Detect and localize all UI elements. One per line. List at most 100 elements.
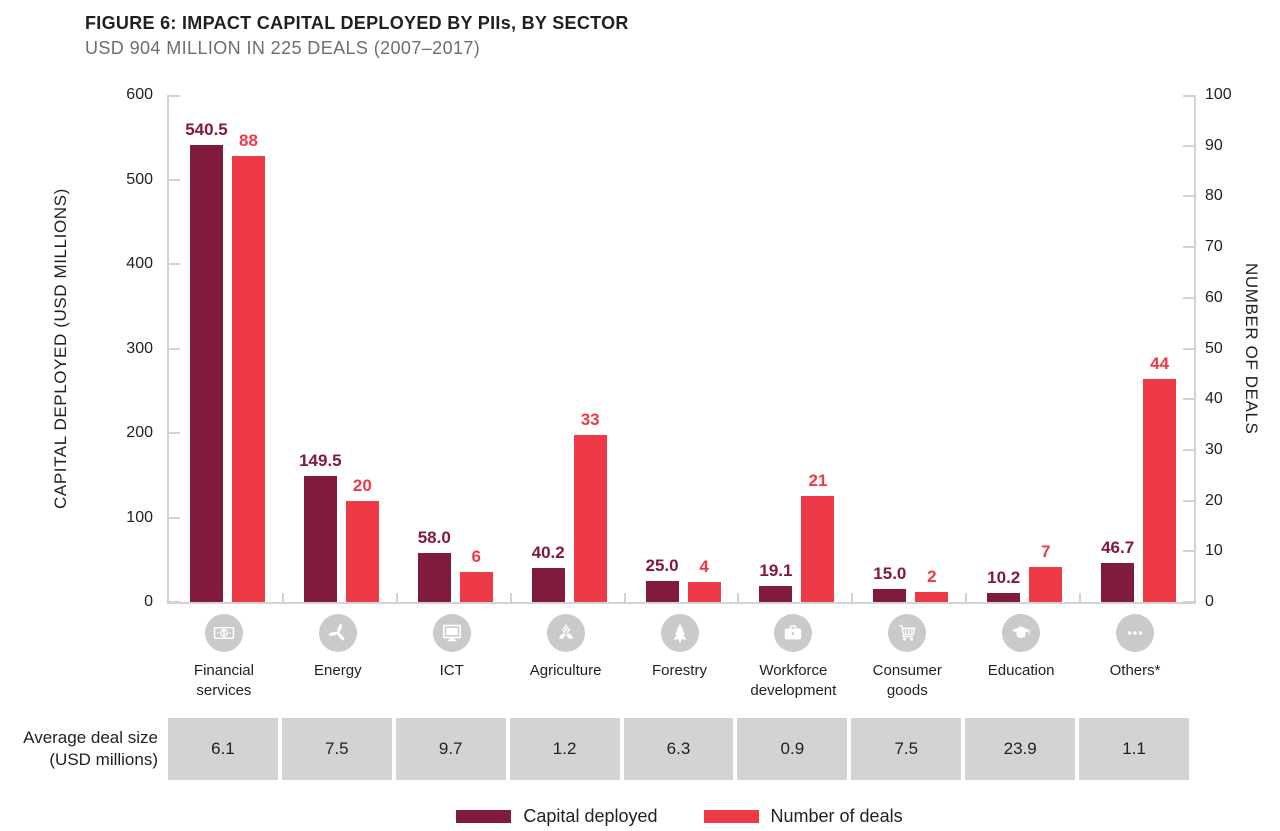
- deals-value-label: 4: [699, 556, 709, 576]
- right-axis-tick-label: 10: [1205, 542, 1223, 560]
- right-axis-tick-label: 20: [1205, 491, 1223, 509]
- left-axis-tick-label: 200: [126, 424, 153, 441]
- left-axis-tick: [169, 178, 180, 181]
- category-label: Financial services: [193, 662, 254, 699]
- avg-deal-cell: 1.1: [1079, 718, 1189, 780]
- legend-item-capital: Capital deployed: [456, 805, 658, 827]
- right-axis-tick: [1183, 347, 1194, 350]
- avg-deal-cell: 6.3: [623, 718, 734, 780]
- category-label: Workforce development: [750, 662, 837, 699]
- capital-bar: [303, 475, 337, 602]
- briefcase-icon: [774, 614, 813, 652]
- category-boundary-tick: [851, 593, 854, 602]
- deals-bar: [1143, 378, 1177, 602]
- left-axis-tick: [169, 601, 180, 603]
- avg-deal-cell: 23.9: [965, 718, 1076, 780]
- corn-icon: [546, 614, 585, 652]
- avg-deal-cell: 9.7: [395, 718, 506, 780]
- category-boundary-tick: [623, 593, 626, 602]
- right-axis-tick: [1183, 95, 1194, 97]
- category-label: ICT: [439, 662, 464, 679]
- capital-bar: [417, 553, 451, 602]
- capital-bar: [1101, 562, 1135, 602]
- category-boundary-tick: [509, 593, 512, 602]
- deals-bar: [1029, 566, 1063, 602]
- right-axis-tick: [1183, 398, 1194, 401]
- right-axis-tick: [1183, 144, 1194, 147]
- category-boundary-tick: [281, 593, 284, 602]
- category-label: Energy: [314, 662, 362, 679]
- capital-bar: [987, 593, 1021, 602]
- deals-bar: [345, 500, 379, 602]
- deals-value-label: 6: [471, 546, 481, 566]
- left-axis-tick-label: 600: [126, 86, 153, 103]
- avg-deal-row-label-line1: Average deal size: [23, 728, 158, 747]
- deals-value-label: 2: [927, 566, 937, 586]
- capital-value-label: 46.7: [1101, 537, 1135, 557]
- avg-deal-cells-row: 6.1 7.5 9.7 1.2 6.3 0.9 7.5 23.9 1.1: [167, 718, 1192, 780]
- left-axis-title: CAPITAL DEPLOYED (USD MILLIONS): [51, 188, 70, 509]
- ellipsis-icon: [1116, 614, 1155, 652]
- category-icons-row: $: [167, 614, 1192, 654]
- legend-label-capital: Capital deployed: [523, 805, 658, 826]
- capital-bar: [190, 145, 223, 602]
- capital-bar: [645, 580, 679, 602]
- deals-value-label: 20: [352, 475, 372, 495]
- graduation-cap-icon: [1002, 614, 1041, 652]
- left-axis-tick: [169, 516, 180, 519]
- right-axis-tick-label: 90: [1205, 136, 1223, 154]
- capital-value-label: 10.2: [987, 568, 1021, 588]
- category-label: Agriculture: [529, 662, 602, 679]
- shopping-cart-icon: [888, 614, 927, 652]
- figure-title: FIGURE 6: IMPACT CAPITAL DEPLOYED BY PII…: [85, 13, 629, 33]
- capital-value-label: 149.5: [299, 450, 342, 470]
- avg-deal-cell: 7.5: [851, 718, 962, 780]
- category-boundary-tick: [1079, 593, 1082, 602]
- capital-bar: [873, 589, 907, 602]
- capital-value-label: 19.1: [759, 560, 793, 580]
- capital-value-label: 40.2: [531, 543, 565, 563]
- pine-tree-icon: [660, 614, 699, 652]
- capital-value-label: 15.0: [873, 564, 907, 584]
- chart-legend: Capital deployed Number of deals: [167, 804, 1192, 828]
- avg-deal-cell: 7.5: [281, 718, 392, 780]
- right-axis-tick: [1183, 601, 1194, 603]
- right-axis-tick-label: 100: [1205, 86, 1232, 103]
- deals-bar: [915, 591, 949, 602]
- legend-swatch-capital: [456, 809, 512, 823]
- left-axis-tick-label: 500: [126, 170, 153, 188]
- right-axis-tick: [1183, 499, 1194, 502]
- deals-value-label: 33: [580, 409, 600, 429]
- category-boundary-tick: [395, 593, 398, 602]
- avg-deal-cell: 1.2: [509, 718, 620, 780]
- figure-subtitle: USD 904 MILLION IN 225 DEALS (2007–2017): [85, 38, 481, 58]
- right-axis-tick-label: 70: [1205, 238, 1223, 256]
- deals-bar: [573, 434, 607, 602]
- left-axis-tick-label: 300: [126, 339, 153, 357]
- right-axis-tick: [1183, 296, 1194, 299]
- left-axis-tick-label: 400: [126, 255, 153, 272]
- capital-value-label: 540.5: [185, 120, 228, 140]
- svg-text:$: $: [222, 630, 226, 637]
- right-axis-tick-label: 30: [1205, 440, 1223, 458]
- avg-deal-cell: 6.1: [168, 718, 278, 780]
- deals-bar: [232, 155, 265, 602]
- capital-value-label: 58.0: [417, 528, 451, 547]
- left-axis-tick: [169, 95, 180, 97]
- legend-swatch-deals: [703, 809, 759, 823]
- right-axis-tick-label: 50: [1205, 339, 1223, 357]
- capital-bar: [531, 568, 565, 602]
- banknote-icon: $: [204, 614, 243, 652]
- deals-bar: [459, 571, 493, 602]
- category-label: Forestry: [651, 662, 707, 679]
- right-axis-tick-label: 40: [1205, 390, 1223, 408]
- legend-label-deals: Number of deals: [770, 805, 903, 826]
- right-axis-title: NUMBER OF DEALS: [1242, 262, 1261, 435]
- deals-bar: [801, 495, 835, 602]
- right-axis-tick-label: 60: [1205, 288, 1223, 306]
- left-axis-tick: [169, 263, 180, 265]
- deals-bar: [687, 581, 721, 602]
- category-boundary-tick: [737, 593, 740, 602]
- legend-item-deals: Number of deals: [703, 805, 903, 827]
